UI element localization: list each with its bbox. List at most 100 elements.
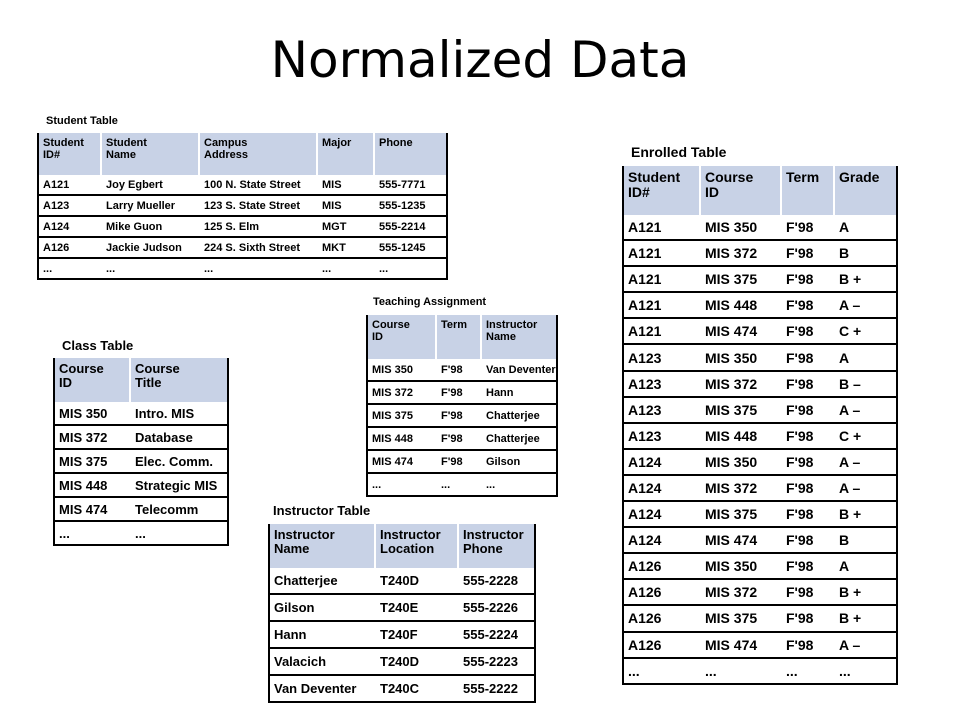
table-row: A123 MIS 375 F'98 A –	[623, 397, 897, 423]
table-cell: F'98	[781, 579, 834, 605]
table-row: A121 Joy Egbert 100 N. State Street MIS 555-…	[38, 175, 447, 195]
table-cell: A126	[623, 579, 700, 605]
table-cell: F'98	[781, 266, 834, 292]
table-cell: T240D	[375, 648, 458, 675]
table-cell: MIS 350	[54, 402, 130, 425]
instructor-table: Instructor Name Instructor Location Instru…	[268, 524, 536, 703]
table-cell: F'98	[781, 605, 834, 631]
table-cell: ...	[130, 521, 228, 545]
table-cell: A121	[623, 318, 700, 344]
table-cell: F'98	[781, 632, 834, 658]
table-cell: 555-2224	[458, 621, 535, 648]
table-cell: MIS 375	[700, 501, 781, 527]
table-cell: T240F	[375, 621, 458, 648]
table-cell: MIS 474	[700, 632, 781, 658]
table-row: MIS 350 Intro. MIS	[54, 402, 228, 425]
table-row: A126 MIS 372 F'98 B +	[623, 579, 897, 605]
table-row: MIS 474 F'98 Gilson	[367, 450, 557, 473]
table-cell: F'98	[781, 449, 834, 475]
table-cell: F'98	[436, 427, 481, 450]
header-cell-instructor-location: Instructor Location	[375, 524, 458, 568]
table-cell: B +	[834, 605, 897, 631]
table-cell: ...	[834, 658, 897, 684]
table-cell: B	[834, 240, 897, 266]
table-row: Gilson T240E 555-2226	[269, 594, 535, 621]
table-cell: A123	[623, 344, 700, 370]
table-cell: A –	[834, 292, 897, 318]
table-cell: MIS 375	[54, 449, 130, 473]
enrolled-table-caption: Enrolled Table	[631, 144, 726, 160]
student-table-caption: Student Table	[46, 115, 118, 127]
table-cell: 100 N. State Street	[199, 175, 317, 195]
table-cell: T240D	[375, 568, 458, 594]
table-cell: F'98	[781, 344, 834, 370]
table-row: A124 MIS 474 F'98 B	[623, 527, 897, 553]
table-cell: Larry Mueller	[101, 195, 199, 216]
table-row: A121 MIS 350 F'98 A	[623, 215, 897, 240]
table-cell: MIS 448	[367, 427, 436, 450]
table-cell: A	[834, 215, 897, 240]
table-cell: MIS 372	[700, 475, 781, 501]
enrolled-table: Student ID# Course ID Term Grade A121 MIS 350…	[622, 166, 898, 685]
table-row: ...............	[38, 258, 447, 279]
header-row: Instructor Name Instructor Location Instru…	[269, 524, 535, 568]
table-cell: A –	[834, 449, 897, 475]
table-cell: Chatterjee	[481, 427, 557, 450]
table-cell: MIS 372	[700, 240, 781, 266]
table-cell: F'98	[781, 553, 834, 579]
table-cell: F'98	[781, 475, 834, 501]
table-cell: ...	[700, 658, 781, 684]
table-row: A126 MIS 375 F'98 B +	[623, 605, 897, 631]
table-cell: MGT	[317, 216, 374, 237]
table-cell: F'98	[781, 215, 834, 240]
table-cell: 555-2222	[458, 675, 535, 702]
table-cell: Telecomm	[130, 497, 228, 521]
table-row: Chatterjee T240D 555-2228	[269, 568, 535, 594]
table-cell: MIS 448	[54, 473, 130, 497]
table-cell: 555-2223	[458, 648, 535, 675]
teaching-table-caption: Teaching Assignment	[373, 296, 486, 308]
table-cell: A121	[623, 292, 700, 318]
table-cell: ...	[101, 258, 199, 279]
table-cell: MIS 372	[367, 381, 436, 404]
table-cell: MIS 474	[54, 497, 130, 521]
table-cell: A124	[38, 216, 101, 237]
table-row: MIS 375 F'98 Chatterjee	[367, 404, 557, 427]
header-row: Course ID Course Title	[54, 358, 228, 402]
table-cell: MIS 350	[700, 449, 781, 475]
table-cell: F'98	[781, 292, 834, 318]
table-cell: F'98	[436, 359, 481, 381]
table-cell: Hann	[481, 381, 557, 404]
table-row: A126 Jackie Judson 224 S. Sixth Street MKT 5…	[38, 237, 447, 258]
table-cell: 555-1245	[374, 237, 447, 258]
table-cell: 555-1235	[374, 195, 447, 216]
table-cell: ...	[54, 521, 130, 545]
header-row: Student ID# Course ID Term Grade	[623, 166, 897, 215]
table-row: Van Deventer T240C 555-2222	[269, 675, 535, 702]
table-cell: A123	[623, 397, 700, 423]
table-cell: B +	[834, 501, 897, 527]
table-cell: MIS 372	[700, 579, 781, 605]
table-row: MIS 350 F'98 Van Deventer	[367, 359, 557, 381]
table-cell: MIS 350	[367, 359, 436, 381]
table-row: A121 MIS 372 F'98 B	[623, 240, 897, 266]
table-cell: A123	[38, 195, 101, 216]
header-cell-major: Major	[317, 133, 374, 175]
table-cell: Valacich	[269, 648, 375, 675]
table-cell: ...	[781, 658, 834, 684]
header-cell-instructor-name: Instructor Name	[269, 524, 375, 568]
table-row: A126 MIS 474 F'98 A –	[623, 632, 897, 658]
table-cell: Van Deventer	[269, 675, 375, 702]
table-row: .........	[367, 473, 557, 496]
table-cell: MKT	[317, 237, 374, 258]
table-cell: A –	[834, 632, 897, 658]
table-cell: Strategic MIS	[130, 473, 228, 497]
table-cell: MIS 375	[700, 266, 781, 292]
table-cell: MIS 474	[700, 527, 781, 553]
header-cell-course-title: Course Title	[130, 358, 228, 402]
header-cell-student-name: Student Name	[101, 133, 199, 175]
table-row: A123 MIS 350 F'98 A	[623, 344, 897, 370]
table-cell: ...	[199, 258, 317, 279]
table-cell: 123 S. State Street	[199, 195, 317, 216]
table-row: A121 MIS 474 F'98 C +	[623, 318, 897, 344]
